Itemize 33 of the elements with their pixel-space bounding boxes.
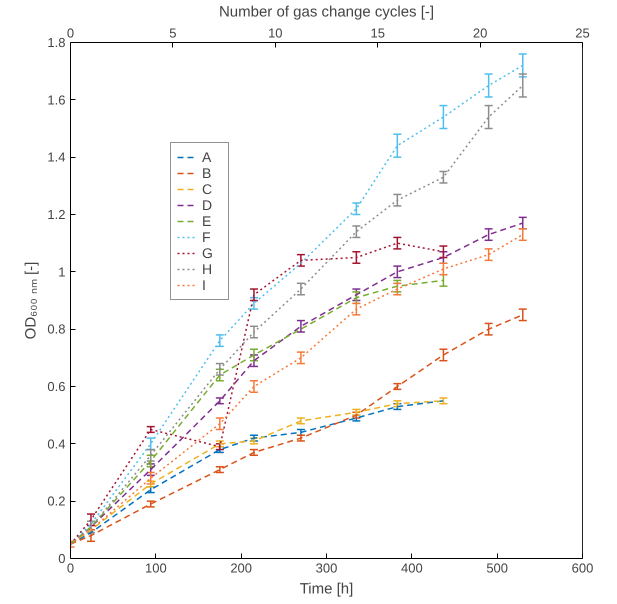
- legend-label: C: [202, 181, 214, 197]
- x2-axis-title: Number of gas change cycles [-]: [218, 4, 434, 20]
- legend-label: I: [202, 277, 207, 293]
- x-tick-label: 200: [230, 560, 252, 576]
- legend-label: A: [202, 149, 212, 165]
- x-tick-label: 300: [316, 560, 338, 576]
- y-tick-label: 1.4: [47, 150, 66, 165]
- y-tick-label: 1.6: [47, 92, 66, 108]
- legend-label: D: [202, 197, 214, 213]
- x-tick-label: 500: [486, 560, 508, 576]
- x2-tick-label: 25: [575, 26, 590, 40]
- y-tick-label: 0.6: [47, 379, 66, 394]
- y-tick-label: 0.4: [47, 436, 66, 452]
- y-tick-label: 1: [58, 264, 66, 280]
- y-tick-label: 1.8: [47, 35, 66, 50]
- x-axis-title: Time [h]: [300, 580, 354, 598]
- legend-label: F: [202, 229, 212, 245]
- legend-label: H: [202, 261, 214, 277]
- x-tick-label: 100: [144, 560, 167, 576]
- x2-tick-label: 20: [472, 26, 488, 40]
- y-axis-title: OD₆₀₀ ₙₘ [-]: [22, 262, 40, 340]
- legend-label: E: [202, 213, 212, 229]
- x-tick-label: 400: [400, 560, 423, 576]
- x2-tick-label: 5: [169, 26, 177, 40]
- y-tick-label: 0.8: [47, 322, 66, 337]
- x2-tick-label: 10: [268, 26, 283, 40]
- y-tick-label: 0.2: [47, 494, 66, 509]
- y-tick-label: 0: [58, 551, 66, 566]
- legend-label: B: [202, 165, 212, 181]
- x-tick-label: 600: [572, 560, 594, 576]
- legend-label: G: [202, 245, 214, 261]
- y-tick-label: 1.2: [47, 207, 66, 222]
- x2-tick-label: 15: [370, 26, 385, 40]
